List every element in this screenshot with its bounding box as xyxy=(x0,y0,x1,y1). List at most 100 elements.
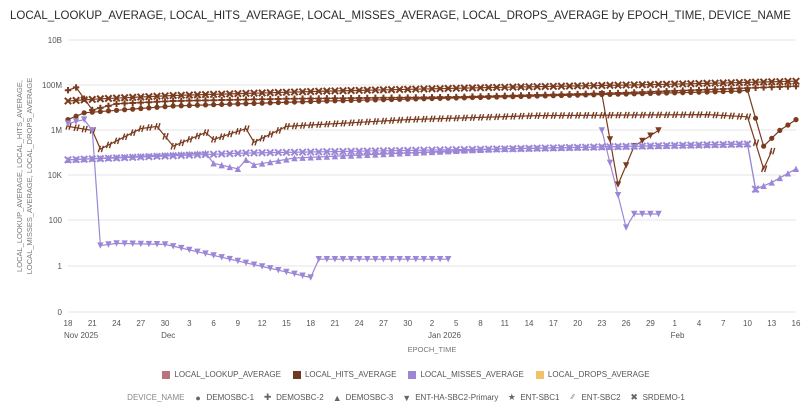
data-point xyxy=(752,139,760,147)
data-point xyxy=(558,112,566,119)
data-point xyxy=(469,93,476,100)
data-point xyxy=(185,91,194,99)
x-tick-label: 27 xyxy=(136,319,145,328)
data-point xyxy=(744,84,751,92)
series-line xyxy=(67,143,757,190)
x-tick-label: 29 xyxy=(646,319,655,328)
data-point xyxy=(388,150,395,157)
legend-device-ent-sbc1[interactable]: ★ ENT-SBC1 xyxy=(507,392,560,403)
data-point xyxy=(711,140,720,149)
data-point xyxy=(655,127,662,134)
data-point xyxy=(242,89,250,98)
data-point xyxy=(322,87,331,95)
data-point xyxy=(138,125,145,133)
legend-device-demosbc1[interactable]: ● DEMOSBC-1 xyxy=(194,393,254,403)
data-point xyxy=(776,174,784,182)
series-line xyxy=(67,118,449,279)
data-point xyxy=(227,101,233,107)
series-line xyxy=(67,143,797,191)
data-point xyxy=(193,150,202,159)
data-point xyxy=(225,149,234,158)
x-tick-label: 3 xyxy=(187,319,192,328)
data-point xyxy=(291,99,298,105)
data-point xyxy=(128,93,137,102)
data-point xyxy=(217,90,226,99)
data-point xyxy=(509,92,517,99)
legend-item-drops[interactable]: LOCAL_DROPS_AVERAGE xyxy=(535,370,650,379)
data-point xyxy=(614,81,622,90)
data-point xyxy=(712,111,719,119)
data-point xyxy=(251,138,258,146)
data-point xyxy=(549,82,558,91)
data-point xyxy=(437,115,444,123)
data-point xyxy=(646,142,655,150)
legend-item-lookup[interactable]: LOCAL_LOOKUP_AVERAGE xyxy=(162,370,281,379)
data-point xyxy=(372,94,379,102)
data-point xyxy=(533,82,542,91)
data-point xyxy=(250,148,258,157)
legend-device-demosbc3[interactable]: ▲ DEMOSBC-3 xyxy=(333,393,394,403)
data-point xyxy=(476,145,485,154)
x-tick-label: 1 xyxy=(672,319,677,328)
data-point xyxy=(606,90,614,97)
data-point xyxy=(113,107,120,113)
data-point xyxy=(614,142,622,151)
data-point xyxy=(275,126,282,134)
data-point xyxy=(267,95,274,103)
data-point xyxy=(420,94,428,101)
data-point xyxy=(307,274,314,281)
data-point xyxy=(146,124,153,131)
legend-item-misses[interactable]: LOCAL_MISSES_AVERAGE xyxy=(408,370,524,379)
data-point xyxy=(670,80,679,88)
data-point xyxy=(80,95,88,102)
data-point xyxy=(130,106,136,112)
data-point xyxy=(703,86,711,93)
legend-device-demosbc2[interactable]: ✚ DEMOSBC-2 xyxy=(263,392,324,403)
data-point xyxy=(444,84,453,93)
data-point xyxy=(638,80,647,89)
x-tick-label: 4 xyxy=(697,319,702,328)
data-point xyxy=(267,100,273,106)
data-point xyxy=(469,114,477,122)
x-tick-label: 18 xyxy=(64,319,73,328)
data-point xyxy=(695,86,703,94)
data-point xyxy=(88,95,97,104)
data-point xyxy=(395,85,404,94)
data-point xyxy=(735,140,744,149)
data-point xyxy=(218,161,225,169)
legend-device-ent-sbc2[interactable]: ⁄⁄ ENT-SBC2 xyxy=(568,393,621,402)
data-point xyxy=(307,121,315,129)
data-point xyxy=(235,127,242,135)
data-point xyxy=(129,240,136,247)
data-point xyxy=(517,83,525,91)
legend-item-hits[interactable]: LOCAL_HITS_AVERAGE xyxy=(292,370,396,379)
device-legend: DEVICE_NAME ● DEMOSBC-1 ✚ DEMOSBC-2 ▲ DE… xyxy=(0,392,812,403)
data-point xyxy=(784,77,792,86)
legend-device-srdemo1[interactable]: ✖ SRDEMO-1 xyxy=(630,392,685,403)
data-point xyxy=(461,93,468,101)
legend-device-ent-ha-sbc2[interactable]: ▼ ENT-HA-SBC2-Primary xyxy=(402,393,498,403)
data-point xyxy=(500,144,509,153)
data-point xyxy=(388,117,396,124)
data-point xyxy=(631,111,638,119)
data-point xyxy=(211,102,217,108)
data-point xyxy=(743,78,752,87)
data-point xyxy=(259,100,265,106)
device-legend-title: DEVICE_NAME xyxy=(127,393,185,402)
x-tick-label: 23 xyxy=(597,319,606,328)
data-point xyxy=(792,83,800,90)
data-point xyxy=(525,82,533,91)
data-point xyxy=(364,255,371,263)
star-icon: ★ xyxy=(507,392,516,402)
data-point xyxy=(403,146,412,155)
data-point xyxy=(299,154,306,161)
data-point xyxy=(606,142,614,151)
data-point xyxy=(736,85,743,92)
data-point xyxy=(638,142,647,151)
data-point xyxy=(339,147,347,156)
data-point xyxy=(508,83,517,91)
data-point xyxy=(647,111,655,119)
data-point xyxy=(622,142,631,151)
data-point xyxy=(599,111,606,119)
y-tick-label: 1M xyxy=(51,126,62,135)
